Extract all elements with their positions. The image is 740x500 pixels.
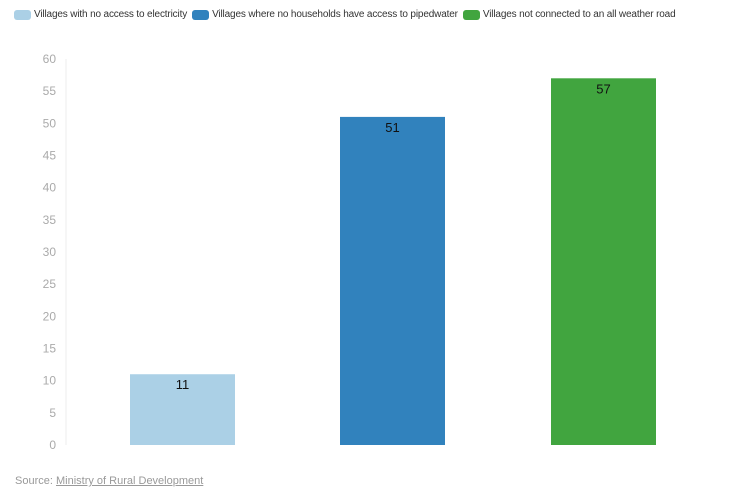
data-label: 57: [596, 81, 610, 96]
legend-label: Villages where no households have access…: [212, 9, 458, 20]
bar: [340, 116, 445, 446]
data-label: 11: [176, 377, 190, 392]
y-tick-label: 40: [43, 181, 57, 195]
y-tick-label: 25: [43, 277, 57, 291]
source-note: Source: Ministry of Rural Development: [15, 475, 203, 487]
y-tick-label: 50: [43, 116, 57, 130]
legend-swatch: [462, 9, 480, 20]
bar: [130, 374, 235, 445]
legend-item[interactable]: Villages where no households have access…: [192, 9, 458, 20]
legend-item[interactable]: Villages with no access to electricity: [14, 9, 187, 20]
legend-swatch: [192, 9, 210, 20]
y-tick-label: 0: [49, 438, 56, 452]
y-tick-label: 15: [43, 342, 57, 356]
y-tick-label: 35: [43, 213, 57, 227]
legend-label: Villages not connected to an all weather…: [482, 9, 676, 20]
y-tick-label: 10: [43, 374, 57, 388]
y-tick-label: 20: [43, 309, 57, 323]
legend-item[interactable]: Villages not connected to an all weather…: [462, 9, 676, 20]
y-tick-label: 5: [49, 406, 56, 420]
data-label: 51: [385, 120, 399, 135]
source-link[interactable]: Ministry of Rural Development: [55, 475, 204, 487]
y-tick-label: 30: [43, 245, 57, 259]
legend-label: Villages with no access to electricity: [34, 9, 188, 20]
legend: Villages with no access to electricity Vi…: [14, 9, 728, 20]
y-tick-label: 45: [43, 149, 57, 163]
y-tick-label: 55: [43, 84, 57, 98]
bar: [551, 78, 656, 446]
y-tick-label: 60: [43, 52, 57, 66]
legend-swatch: [14, 9, 31, 20]
source-label: Source:: [15, 475, 53, 487]
